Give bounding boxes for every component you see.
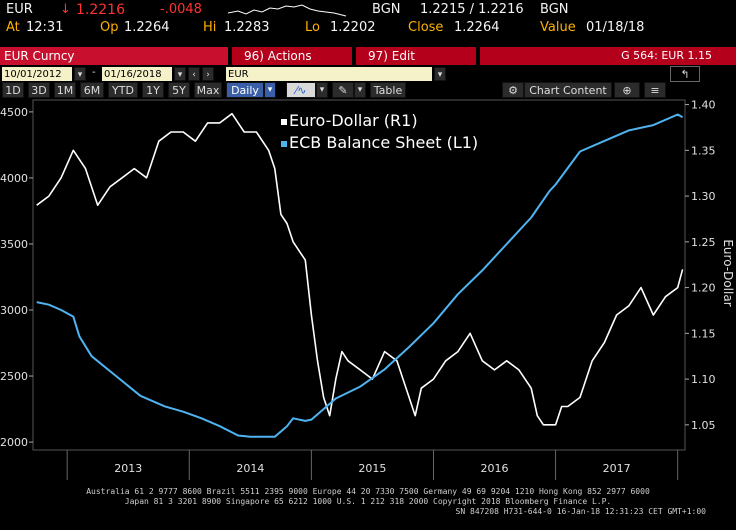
period-dropdown[interactable]: ▾ (264, 82, 276, 98)
chart-type-dropdown[interactable]: ▾ (316, 82, 328, 98)
down-arrow-icon: ↓ (60, 2, 71, 17)
source2: BGN (540, 2, 569, 17)
x-tick-label: 2013 (114, 462, 142, 475)
edit-menu[interactable]: 97) Edit (356, 47, 476, 65)
left-tick-label: 4000 (0, 172, 28, 185)
x-tick-label: 2016 (481, 462, 509, 475)
price-change: -.0048 (160, 2, 202, 17)
range-1d[interactable]: 1D (2, 82, 24, 98)
right-tick-label: 1.05 (691, 419, 716, 432)
line-chart-icon[interactable]: ⁄∿ (286, 82, 316, 98)
high-label: Hi (203, 20, 217, 35)
right-tick-label: 1.35 (691, 144, 716, 157)
euro-dollar-line (36, 112, 684, 426)
right-tick-label: 1.15 (691, 327, 716, 340)
close-value: 1.2264 (454, 20, 500, 35)
chart-id: G 564: EUR 1.15 (480, 47, 736, 65)
range-ytd[interactable]: YTD (108, 82, 138, 98)
left-tick-label: 2000 (0, 436, 28, 449)
footer-line1: Australia 61 2 9777 8600 Brazil 5511 239… (86, 487, 650, 496)
date-separator: - (92, 67, 96, 78)
range-1y[interactable]: 1Y (142, 82, 164, 98)
plot-frame (32, 99, 686, 451)
range-5y[interactable]: 5Y (168, 82, 190, 98)
open-label: Op (100, 20, 119, 35)
zoom-icon[interactable]: ⊕ (614, 82, 640, 98)
table-button[interactable]: Table (370, 82, 406, 98)
range-6m[interactable]: 6M (80, 82, 104, 98)
series-dropdown[interactable]: ▾ (434, 67, 446, 81)
series-input[interactable]: EUR (226, 67, 432, 81)
chart-area[interactable]: 2013 2014 2015 2016 2017 2000 2500 3000 3500 4000… (0, 98, 736, 482)
end-date-input[interactable]: 01/16/2018 (102, 67, 172, 81)
ecb-balance-line (36, 113, 684, 438)
toolbar: 1D 3D 1M 6M YTD 1Y 5Y Max Daily ▾ ⁄∿ ▾ ✎… (0, 82, 736, 98)
right-tick-label: 1.25 (691, 236, 716, 249)
right-tick-label: 1.10 (691, 373, 716, 386)
left-tick-label: 2500 (0, 370, 28, 383)
security-name[interactable]: EUR Curncy (0, 47, 228, 65)
left-tick-label: 3500 (0, 238, 28, 251)
value-label: Value (540, 20, 576, 35)
scroll-left-icon[interactable]: ‹ (188, 67, 200, 81)
range-max[interactable]: Max (194, 82, 222, 98)
at-label: At (6, 20, 20, 35)
x-tick-label: 2015 (358, 462, 386, 475)
chart-legend: Euro-Dollar (R1) ECB Balance Sheet (L1) (275, 107, 530, 155)
legend-swatch-blue (281, 140, 287, 147)
period-select[interactable]: Daily (226, 82, 264, 98)
draw-icon[interactable]: ✎ (332, 82, 354, 98)
low-value: 1.2202 (330, 20, 376, 35)
draw-dropdown[interactable]: ▾ (354, 82, 366, 98)
close-label: Close (408, 20, 444, 35)
intraday-sparkline (228, 4, 347, 17)
last-price: 1.2216 (76, 2, 125, 18)
x-tick-label: 2014 (236, 462, 264, 475)
end-date-dropdown[interactable]: ▾ (174, 67, 186, 81)
options-icon[interactable]: ≡ (644, 82, 666, 98)
footer-line2: Japan 81 3 3201 8900 Singapore 65 6212 1… (124, 497, 612, 506)
legend-euro-dollar: Euro-Dollar (R1) (281, 111, 418, 130)
high-value: 1.2283 (224, 20, 270, 35)
menu-bar: EUR Curncy 96) Actions 97) Edit G 564: E… (0, 47, 736, 65)
chart-content-button[interactable]: Chart Content (524, 82, 612, 98)
back-icon[interactable]: ↰ (670, 66, 700, 82)
date-controls: 10/01/2012 ▾ - 01/16/2018 ▾ ‹ › EUR ▾ ↰ (0, 66, 736, 82)
x-tick-label: 2017 (603, 462, 631, 475)
left-tick-label: 3000 (0, 304, 28, 317)
right-axis-title: Euro-Dollar (721, 239, 735, 306)
start-date-dropdown[interactable]: ▾ (74, 67, 86, 81)
at-value: 12:31 (26, 20, 64, 35)
left-tick-label: 4500 (0, 106, 28, 119)
settings-icon[interactable]: ⚙ (502, 82, 524, 98)
right-tick-label: 1.40 (691, 99, 716, 112)
scroll-right-icon[interactable]: › (202, 67, 214, 81)
actions-menu[interactable]: 96) Actions (232, 47, 352, 65)
right-tick-label: 1.20 (691, 282, 716, 295)
bid-ask: 1.2215 / 1.2216 (420, 2, 524, 17)
right-tick-label: 1.30 (691, 190, 716, 203)
range-3d[interactable]: 3D (28, 82, 50, 98)
quote-header: EUR ↓ 1.2216 -.0048 BGN 1.2215 / 1.2216 … (0, 0, 736, 20)
source: BGN (372, 2, 401, 17)
open-value: 1.2264 (124, 20, 170, 35)
ticker: EUR (6, 2, 33, 17)
low-label: Lo (305, 20, 320, 35)
legend-ecb-balance: ECB Balance Sheet (L1) (281, 133, 478, 152)
footer-line3: SN 847208 H731-644-0 16-Jan-18 12:31:23 … (455, 507, 706, 516)
start-date-input[interactable]: 10/01/2012 (2, 67, 72, 81)
quote-stats: At 12:31 Op 1.2264 Hi 1.2283 Lo 1.2202 C… (0, 19, 736, 37)
range-1m[interactable]: 1M (54, 82, 76, 98)
value-date: 01/18/18 (586, 20, 645, 35)
legend-swatch-white (281, 118, 287, 125)
